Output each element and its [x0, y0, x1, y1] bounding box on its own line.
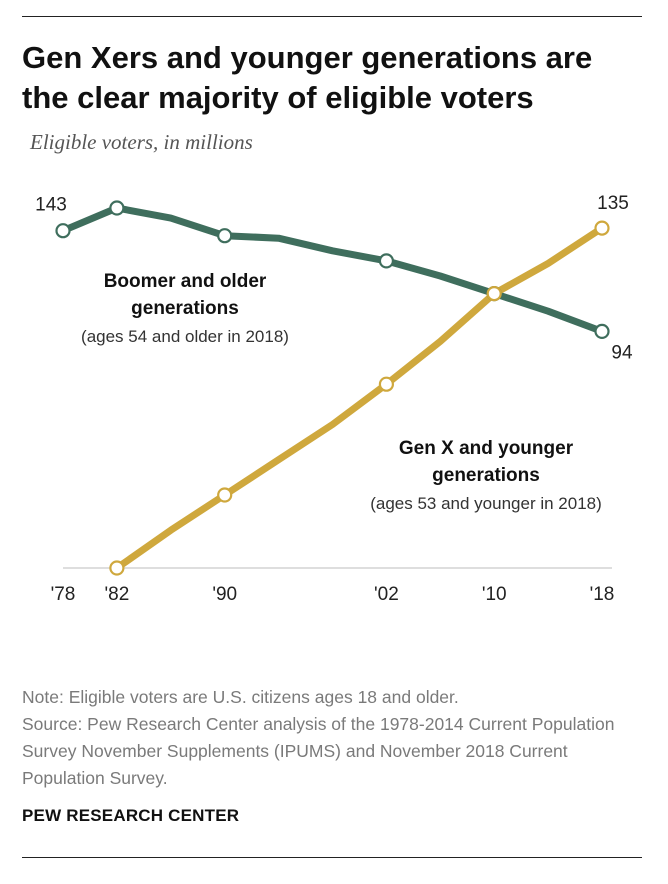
- genx-series-line: [113, 224, 606, 572]
- boomer-marker-2002: [378, 253, 394, 269]
- note-text: Note: Eligible voters are U.S. citizens …: [22, 687, 459, 707]
- x-tick-label-1978: '78: [51, 584, 76, 605]
- boomer-series-label: Boomer and older generations (ages 54 an…: [81, 271, 289, 346]
- x-tick-label-1982: '82: [105, 584, 130, 605]
- boomer-marker-2018: [594, 323, 610, 339]
- boomer-series-sublabel: (ages 54 and older in 2018): [81, 327, 289, 346]
- genx-series-label: Gen X and younger generations (ages 53 a…: [370, 438, 602, 513]
- boomer-marker-1990: [217, 228, 233, 244]
- genx-marker-1990: [217, 487, 233, 503]
- x-tick-label-1990: '90: [212, 584, 237, 605]
- genx-series-name-line1: Gen X and younger: [399, 438, 574, 459]
- bottom-rule: [22, 857, 642, 858]
- genx-series-sublabel: (ages 53 and younger in 2018): [370, 494, 602, 513]
- genx-marker-2010: [486, 285, 502, 302]
- x-tick-label-2010: '10: [482, 584, 507, 605]
- x-tick-label-2002: '02: [374, 584, 399, 605]
- genx-marker-2002: [378, 376, 394, 392]
- boomer-marker-1982: [109, 200, 125, 216]
- marker-layer: [55, 200, 610, 576]
- boomer-value-label-1978: 143: [35, 195, 67, 216]
- source-text: Source: Pew Research Center analysis of …: [22, 714, 615, 788]
- series-layer: [59, 204, 606, 572]
- footnote: Note: Eligible voters are U.S. citizens …: [22, 684, 652, 792]
- chart-title: Gen Xers and younger generations are the…: [22, 40, 593, 115]
- boomer-series-name-line2: generations: [131, 298, 239, 319]
- x-tick-label-2018: '18: [590, 584, 615, 605]
- boomer-value-label-2018: 94: [611, 342, 633, 363]
- chart-subtitle: Eligible voters, in millions: [30, 130, 253, 154]
- line-chart: '78 '82 '90 '02 '10 '18 143 94 135 Boomer and o…: [35, 193, 633, 605]
- top-rule: [22, 16, 642, 17]
- x-tick-labels: '78 '82 '90 '02 '10 '18: [51, 584, 615, 605]
- boomer-series-name-line1: Boomer and older: [104, 271, 267, 292]
- data-labels: 143 94 135: [35, 193, 633, 363]
- genx-marker-2018: [594, 220, 610, 236]
- genx-marker-1982: [109, 560, 125, 576]
- pew-brand: PEW RESEARCH CENTER: [22, 806, 240, 825]
- boomer-series-line: [59, 204, 606, 335]
- genx-series-name-line2: generations: [432, 465, 540, 486]
- genx-value-label-2018: 135: [597, 193, 629, 214]
- boomer-marker-1978: [55, 223, 71, 239]
